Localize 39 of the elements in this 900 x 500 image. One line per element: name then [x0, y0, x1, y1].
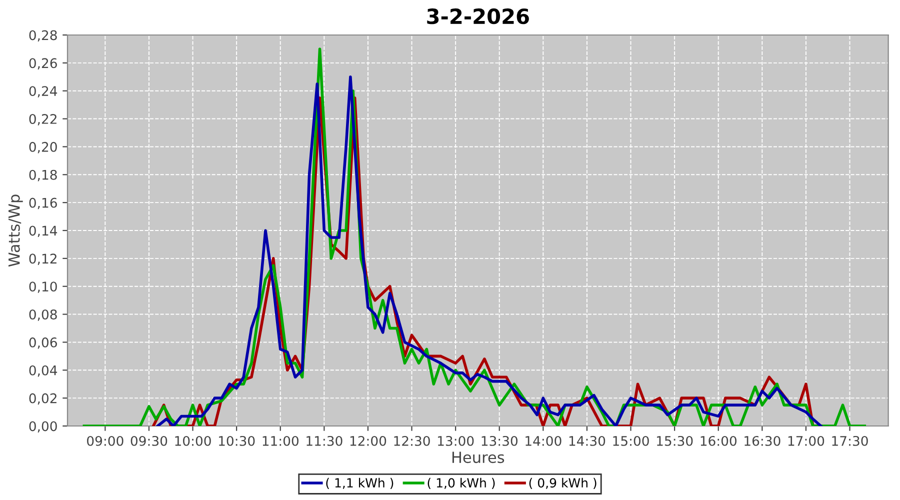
- x-tick-label: 15:00: [613, 436, 649, 446]
- x-tick-label: 14:00: [526, 436, 562, 446]
- y-tick-label: 0,22: [29, 114, 56, 126]
- y-tick-label: 0,24: [29, 86, 58, 98]
- x-tick-label: 09:00: [87, 436, 124, 446]
- y-tick-label: 0,26: [29, 58, 57, 70]
- x-tick-label: 12:00: [350, 436, 386, 446]
- x-tick-label: 15:30: [656, 436, 693, 446]
- x-tick-label: 13:30: [482, 436, 518, 446]
- y-tick-label: 0,18: [29, 170, 57, 182]
- x-tick-label: 16:30: [744, 436, 780, 446]
- y-tick-label: 0,02: [29, 393, 56, 405]
- x-tick-label: 09:30: [130, 436, 168, 446]
- y-tick-label: 0,28: [29, 30, 57, 42]
- x-tick-label: 14:30: [569, 436, 606, 446]
- x-tick-label: 16:00: [700, 436, 736, 446]
- chart-title: 3-2-2026: [427, 8, 529, 24]
- x-tick-label: 11:30: [306, 436, 342, 446]
- x-axis-title: Heures: [452, 452, 504, 464]
- legend-label: ( 1,0 kWh ): [428, 478, 495, 490]
- y-tick-label: 0,00: [29, 421, 57, 433]
- x-tick-label: 17:30: [832, 436, 868, 446]
- y-tick-label: 0,10: [29, 282, 57, 293]
- y-tick-label: 0,12: [29, 254, 56, 265]
- x-tick-label: 10:00: [175, 436, 211, 446]
- x-tick-label: 11:00: [262, 436, 298, 446]
- x-tick-label: 10:30: [219, 436, 255, 446]
- legend-label: ( 0,9 kWh ): [529, 478, 596, 490]
- y-tick-label: 0,20: [29, 142, 57, 154]
- x-tick-label: 12:30: [394, 436, 430, 446]
- y-tick-label: 0,08: [29, 310, 57, 321]
- y-axis-title: Watts/Wp: [8, 194, 23, 267]
- x-tick-label: 13:00: [438, 436, 474, 446]
- y-tick-label: 0,16: [29, 198, 57, 210]
- x-tick-label: 17:00: [788, 436, 824, 446]
- legend-label: ( 1,1 kWh ): [326, 478, 394, 490]
- y-tick-label: 0,06: [29, 337, 57, 349]
- y-tick-label: 0,04: [29, 365, 58, 377]
- y-tick-label: 0,14: [29, 226, 58, 238]
